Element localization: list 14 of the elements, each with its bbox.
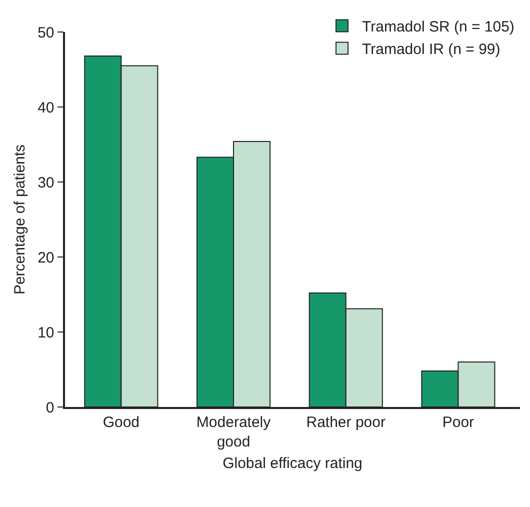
y-tick-label: 10 [38,324,54,342]
x-tick-label: Moderately good [196,414,272,450]
x-tick-label: Good [102,414,140,431]
legend-label: Tramadol SR (n = 105) [362,18,514,36]
y-tick-label: 0 [46,399,54,416]
y-tick-label: 50 [38,24,54,42]
x-axis-title: Global efficacy rating [222,454,362,472]
y-axis-title: Percentage of patients [12,144,28,295]
x-tick-label: Poor [442,414,474,431]
y-tick-label: 20 [38,249,54,266]
y-tick-label: 30 [38,174,54,192]
x-tick-label: Rather poor [306,414,386,431]
legend-label: Tramadol IR (n = 99) [362,41,500,58]
y-tick-label: 40 [38,99,54,116]
